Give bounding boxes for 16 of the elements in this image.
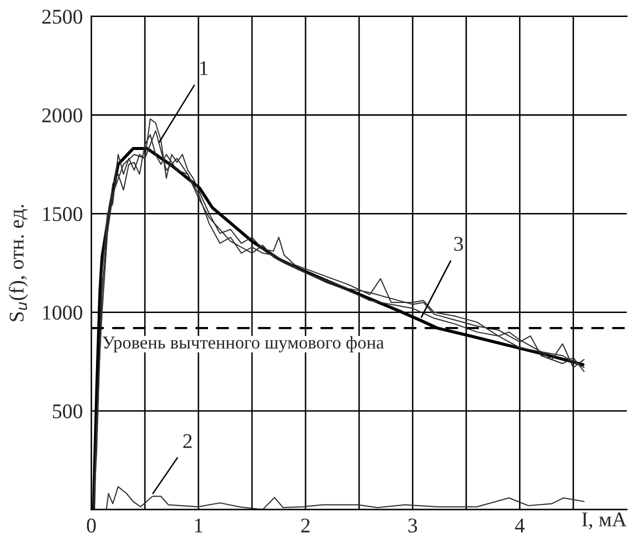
y-tick-label: 1000: [43, 306, 82, 320]
ref-line-label: Уровень вычтенного шумового фона: [102, 336, 384, 352]
x-tick-label: 4: [514, 518, 525, 532]
annotation: 3: [454, 236, 463, 251]
x-tick-label: 2: [301, 518, 310, 532]
y-axis-title: S$_{u}$(f), отн. ед.: [8, 204, 28, 322]
annotation: 1: [200, 61, 208, 76]
y-tick-label: 500: [52, 404, 82, 418]
y-tick-label: 2000: [42, 108, 82, 122]
y-tick-label: 1500: [43, 207, 82, 222]
x-axis-title: I, мА: [582, 512, 627, 530]
x-tick-label: 1: [195, 518, 202, 532]
x-tick-label: 0: [86, 518, 96, 533]
x-tick-label: 3: [408, 518, 418, 533]
annotation: 2: [183, 434, 192, 448]
y-tick-label: 2500: [42, 10, 82, 24]
